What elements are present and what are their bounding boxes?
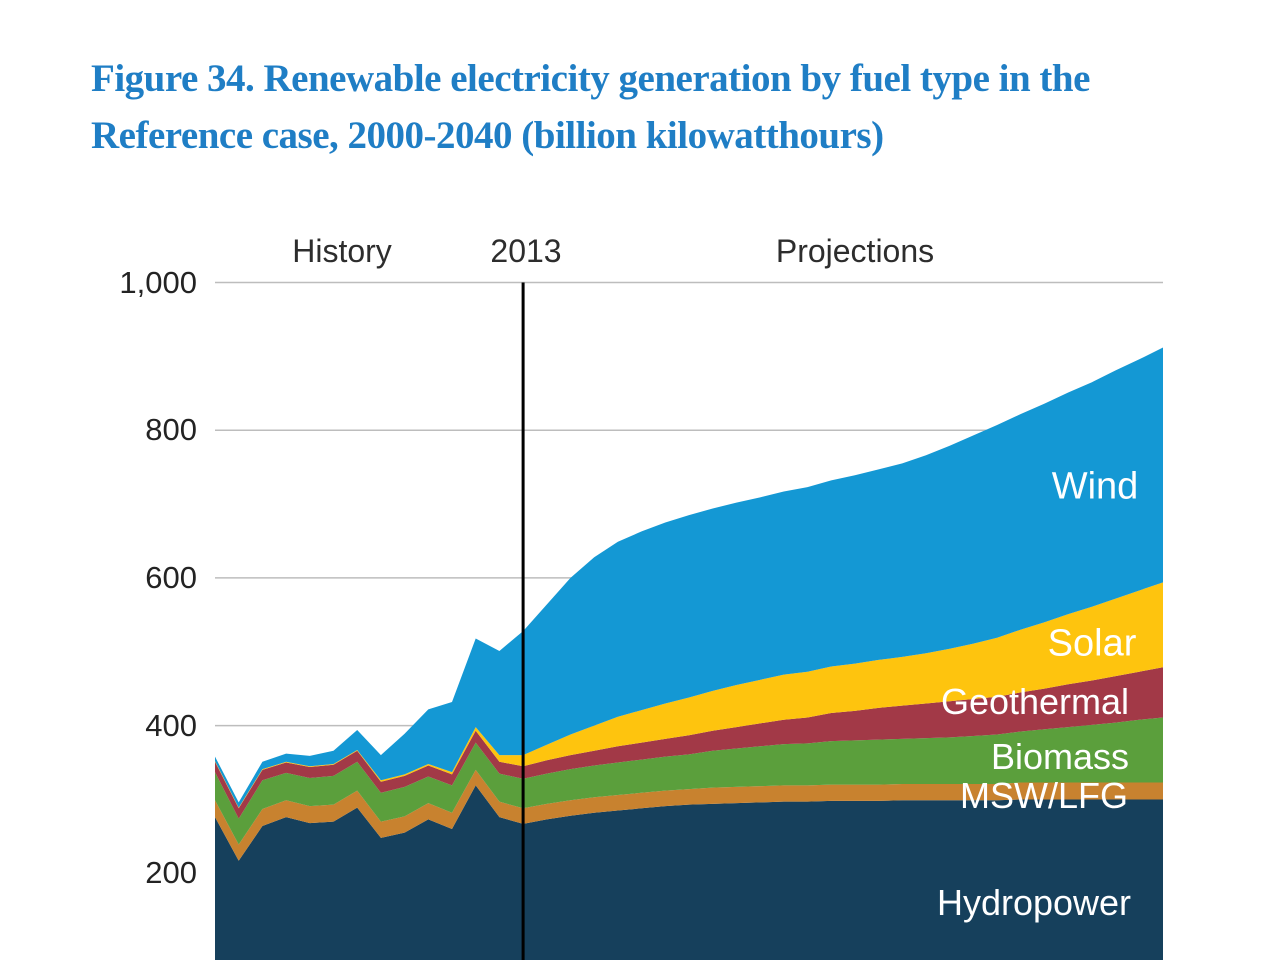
y-axis-tick-1000: 1,000 (119, 265, 197, 300)
msw-lfg-area (215, 769, 1163, 861)
geothermal-area (215, 667, 1163, 819)
solar-series-label: Solar (1047, 622, 1137, 665)
history-zone-label: History (292, 233, 392, 269)
biomass-area (215, 717, 1163, 845)
y-axis-tick-800: 800 (145, 412, 197, 447)
wind-area (215, 347, 1163, 808)
y-axis-tick-400: 400 (145, 708, 197, 743)
hydropower-series-label: Hydropower (936, 882, 1132, 923)
hydropower-area (215, 785, 1163, 960)
divider-year-label: 2013 (490, 233, 562, 269)
y-axis-tick-200: 200 (145, 855, 197, 890)
projections-zone-label: Projections (775, 233, 935, 269)
figure-title: Figure 34. Renewable electricity generat… (91, 57, 1090, 157)
biomass-series-label: Biomass (990, 736, 1130, 777)
solar-area (215, 582, 1163, 809)
wind-series-label: Wind (1051, 465, 1139, 508)
geothermal-series-label: Geothermal (940, 681, 1130, 722)
y-axis-tick-600: 600 (145, 560, 197, 595)
msw-lfg-series-label: MSW/LFG (960, 775, 1128, 816)
